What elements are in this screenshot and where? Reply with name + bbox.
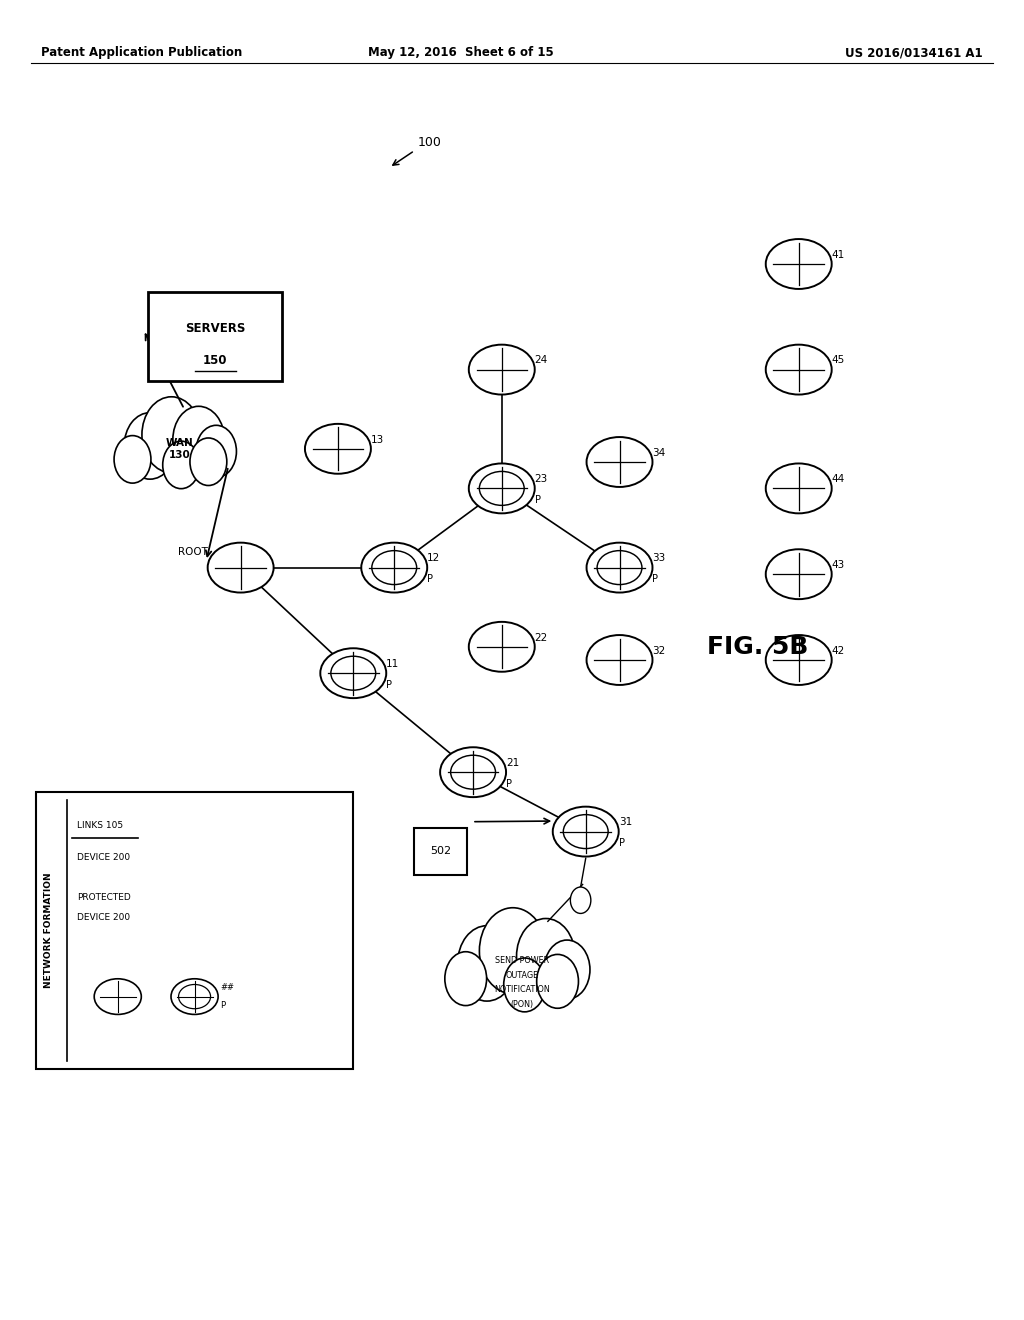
FancyBboxPatch shape (148, 292, 282, 381)
Text: 13: 13 (371, 434, 384, 445)
Text: OUTAGE: OUTAGE (506, 972, 539, 979)
Text: P: P (618, 838, 625, 849)
Ellipse shape (587, 437, 652, 487)
Text: WAN
130: WAN 130 (165, 438, 194, 459)
Text: 41: 41 (831, 249, 845, 260)
FancyBboxPatch shape (36, 792, 353, 1069)
Text: 12: 12 (427, 553, 440, 564)
Text: 33: 33 (652, 553, 666, 564)
Text: 32: 32 (652, 645, 666, 656)
Text: 43: 43 (831, 560, 845, 570)
Text: 45: 45 (831, 355, 845, 366)
Text: 21: 21 (506, 758, 519, 768)
Text: 42: 42 (831, 645, 845, 656)
Text: US 2016/0134161 A1: US 2016/0134161 A1 (846, 46, 983, 59)
Ellipse shape (766, 239, 831, 289)
Text: P: P (220, 1002, 225, 1010)
Text: 31: 31 (618, 817, 632, 828)
Circle shape (504, 958, 546, 1012)
Circle shape (458, 925, 516, 1001)
Text: 150: 150 (203, 354, 227, 367)
Text: 23: 23 (535, 474, 548, 484)
Circle shape (114, 436, 151, 483)
Circle shape (142, 397, 201, 473)
Text: P: P (652, 574, 658, 585)
Text: DEVICE 200: DEVICE 200 (77, 854, 130, 862)
Circle shape (537, 954, 579, 1008)
Text: 11: 11 (386, 659, 399, 669)
Ellipse shape (94, 979, 141, 1014)
Text: ##: ## (220, 983, 234, 991)
Ellipse shape (766, 635, 831, 685)
Circle shape (570, 887, 591, 913)
Text: P: P (535, 495, 541, 506)
Ellipse shape (587, 543, 652, 593)
Text: Patent Application Publication: Patent Application Publication (41, 46, 243, 59)
Text: (PON): (PON) (511, 1001, 534, 1008)
Text: DEVICE 200: DEVICE 200 (77, 913, 130, 921)
Text: P: P (427, 574, 433, 585)
Circle shape (124, 413, 176, 479)
Circle shape (479, 908, 546, 994)
Circle shape (173, 407, 224, 473)
Text: 502: 502 (430, 846, 451, 857)
Text: SEND POWER: SEND POWER (496, 957, 549, 965)
Circle shape (163, 441, 200, 488)
FancyBboxPatch shape (414, 829, 467, 875)
Text: NOTIFICATION: NOTIFICATION (495, 986, 550, 994)
Ellipse shape (305, 424, 371, 474)
Text: 100: 100 (418, 136, 441, 149)
Ellipse shape (469, 345, 535, 395)
Text: PROTECTED: PROTECTED (77, 894, 130, 902)
Ellipse shape (766, 345, 831, 395)
Text: FIG. 5B: FIG. 5B (708, 635, 808, 659)
Circle shape (544, 940, 590, 999)
Text: NETWORK FORMATION: NETWORK FORMATION (44, 873, 52, 989)
Text: ROOT: ROOT (178, 546, 208, 557)
Text: 44: 44 (831, 474, 845, 484)
Text: P: P (506, 779, 512, 789)
Circle shape (196, 425, 237, 478)
Ellipse shape (469, 622, 535, 672)
Circle shape (516, 919, 575, 994)
Text: 34: 34 (652, 447, 666, 458)
Ellipse shape (361, 543, 427, 593)
Ellipse shape (766, 463, 831, 513)
Text: P: P (386, 680, 392, 690)
Text: LINKS 105: LINKS 105 (77, 821, 123, 829)
Circle shape (444, 952, 486, 1006)
Ellipse shape (553, 807, 618, 857)
Ellipse shape (208, 543, 273, 593)
Ellipse shape (469, 463, 535, 513)
Circle shape (190, 438, 226, 486)
Ellipse shape (321, 648, 386, 698)
Ellipse shape (766, 549, 831, 599)
Text: 22: 22 (535, 632, 548, 643)
Text: 24: 24 (535, 355, 548, 366)
Text: SERVERS: SERVERS (185, 322, 245, 335)
Ellipse shape (171, 979, 218, 1014)
Ellipse shape (440, 747, 506, 797)
Text: May 12, 2016  Sheet 6 of 15: May 12, 2016 Sheet 6 of 15 (368, 46, 554, 59)
Ellipse shape (587, 635, 652, 685)
